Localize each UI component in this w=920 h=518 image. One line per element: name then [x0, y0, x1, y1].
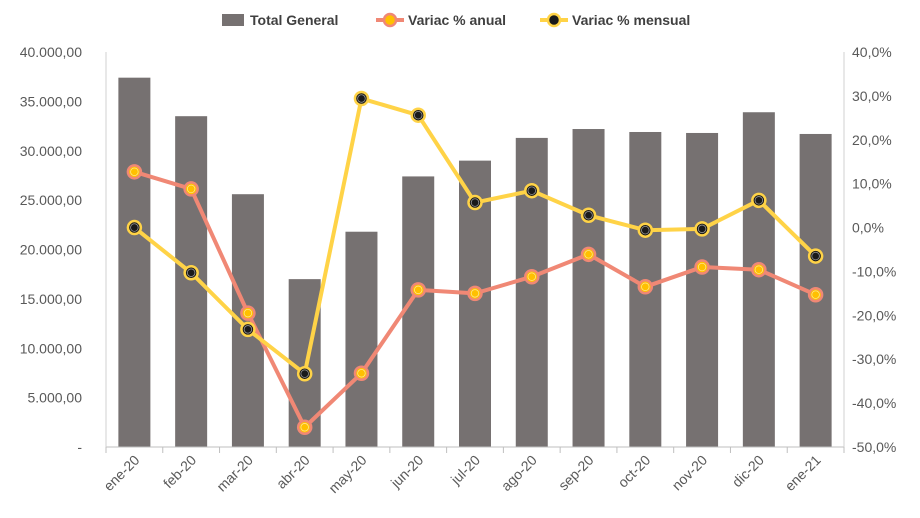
point-variac-anual-oct-20 — [637, 279, 654, 295]
right-tick-label: -50,0% — [852, 439, 896, 455]
point-variac-mensual-abr-20 — [296, 365, 313, 382]
bar-total-general-ene-20 — [118, 77, 151, 448]
point-variac-anual-ene-21 — [807, 286, 824, 303]
x-tick-label: oct-20 — [615, 452, 654, 491]
point-variac-anual-ene-20 — [126, 164, 143, 180]
right-axis-ticks: -50,0% -40,0% -30,0% -20,0% -10,0% 0,0% 10,0% 2… — [852, 44, 896, 455]
bar-total-general-nov-20 — [686, 132, 719, 447]
right-tick-label: 30,0% — [852, 88, 892, 104]
legend: Total General Variac % anual Variac % mens… — [222, 12, 690, 28]
x-tick-label: sep-20 — [555, 452, 597, 494]
right-tick-label: -30,0% — [852, 351, 896, 367]
left-tick-label: 40.000,00 — [20, 44, 82, 60]
point-variac-mensual-jun-20 — [410, 107, 426, 123]
legend-item-variac-anual: Variac % anual — [376, 12, 506, 28]
legend-label: Total General — [250, 12, 338, 28]
point-variac-anual-feb-20 — [183, 181, 199, 197]
point-variac-mensual-nov-20 — [694, 221, 710, 237]
bar-total-general-dic-20 — [742, 112, 775, 448]
point-variac-anual-jun-20 — [410, 282, 426, 298]
point-variac-mensual-dic-20 — [751, 192, 767, 209]
point-variac-mensual-ene-21 — [807, 248, 824, 264]
x-tick-label: feb-20 — [160, 452, 200, 492]
axes-group — [105, 52, 845, 453]
left-tick-label: - — [77, 439, 82, 455]
left-tick-label: 15.000,00 — [20, 291, 82, 307]
left-tick-label: 20.000,00 — [20, 242, 82, 258]
right-tick-label: 0,0% — [852, 220, 884, 236]
point-variac-mensual-ago-20 — [524, 182, 540, 199]
point-variac-anual-jul-20 — [467, 285, 483, 302]
right-tick-label: 40,0% — [852, 44, 892, 60]
point-variac-anual-ago-20 — [524, 268, 540, 285]
left-tick-label: 25.000,00 — [20, 192, 82, 208]
legend-label: Variac % anual — [408, 12, 506, 28]
legend-marker — [382, 12, 398, 28]
left-tick-label: 5.000,00 — [28, 390, 83, 406]
point-variac-mensual-ene-20 — [126, 219, 143, 236]
x-tick-label: ago-20 — [498, 452, 540, 494]
point-variac-anual-sep-20 — [580, 246, 597, 263]
point-variac-anual-may-20 — [353, 365, 370, 382]
left-tick-label: 10.000,00 — [20, 340, 82, 356]
x-tick-label: ene-20 — [100, 452, 142, 494]
point-variac-mensual-oct-20 — [637, 222, 654, 238]
x-axis-ticks: ene-20 feb-20 mar-20 abr-20 may-20 jun-20 jul-… — [100, 452, 824, 496]
bar-total-general-may-20 — [345, 231, 378, 447]
point-variac-mensual-jul-20 — [467, 194, 483, 211]
left-tick-label: 30.000,00 — [20, 143, 82, 159]
right-tick-label: 20,0% — [852, 132, 892, 148]
right-tick-label: -40,0% — [852, 395, 896, 411]
right-tick-label: -20,0% — [852, 307, 896, 323]
bar-total-general-jun-20 — [402, 176, 435, 448]
point-variac-mensual-may-20 — [353, 90, 370, 107]
legend-label: Variac % mensual — [572, 12, 690, 28]
legend-swatch — [222, 14, 244, 26]
bar-total-general-sep-20 — [572, 129, 605, 447]
right-tick-label: -10,0% — [852, 263, 896, 279]
left-tick-label: 35.000,00 — [20, 93, 82, 109]
point-variac-mensual-mar-20 — [240, 321, 256, 338]
point-variac-anual-mar-20 — [240, 305, 256, 321]
legend-marker — [546, 12, 562, 28]
point-variac-mensual-feb-20 — [183, 265, 199, 281]
right-tick-label: 10,0% — [852, 176, 892, 192]
point-variac-anual-dic-20 — [751, 261, 767, 278]
x-tick-label: jun-20 — [387, 452, 427, 492]
lines-group — [126, 90, 824, 435]
x-tick-label: ene-21 — [782, 452, 824, 494]
x-tick-label: abr-20 — [273, 452, 313, 492]
point-variac-anual-abr-20 — [296, 419, 313, 435]
x-tick-label: jul-20 — [447, 452, 483, 488]
legend-item-total-general: Total General — [222, 12, 338, 28]
x-tick-label: dic-20 — [729, 452, 767, 490]
point-variac-mensual-sep-20 — [580, 207, 597, 224]
legend-item-variac-mensual: Variac % mensual — [540, 12, 690, 28]
left-axis-ticks: - 5.000,00 10.000,00 15.000,00 20.000,00 25.0… — [20, 44, 83, 455]
x-tick-label: may-20 — [325, 452, 369, 496]
x-tick-label: mar-20 — [213, 452, 256, 495]
x-tick-label: nov-20 — [669, 452, 711, 494]
point-variac-anual-nov-20 — [694, 259, 710, 275]
